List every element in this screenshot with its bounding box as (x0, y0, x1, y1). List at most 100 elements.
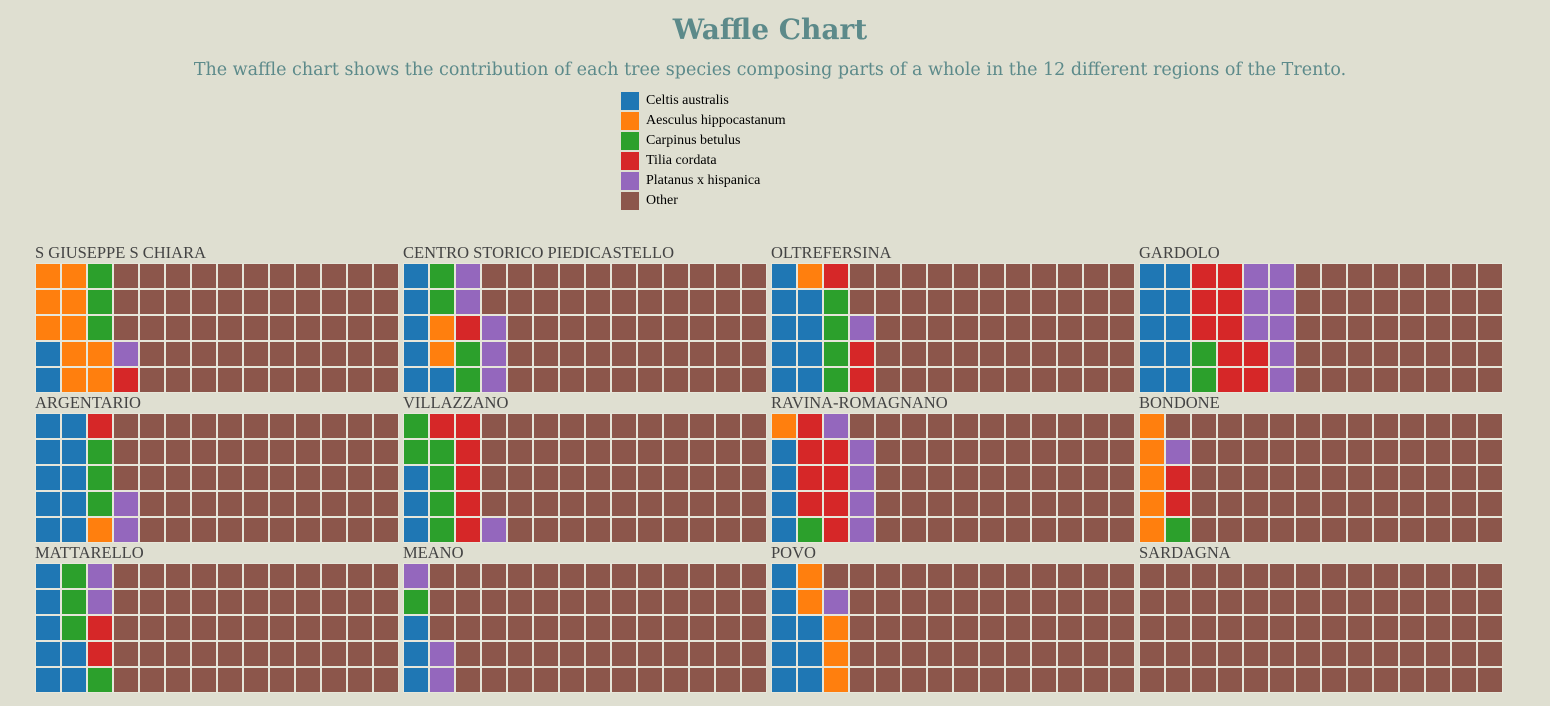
waffle-cell (1057, 315, 1083, 341)
waffle-cell (295, 517, 321, 543)
waffle-cell (559, 315, 585, 341)
waffle-cell (191, 491, 217, 517)
waffle-cell (559, 413, 585, 439)
waffle-cell (1295, 263, 1321, 289)
waffle-cell (1083, 589, 1109, 615)
waffle-cell (373, 341, 399, 367)
waffle-cell (295, 465, 321, 491)
waffle-cell (139, 465, 165, 491)
waffle-cell (663, 263, 689, 289)
waffle-cell (1083, 367, 1109, 393)
waffle-cell (771, 615, 797, 641)
waffle-cell (611, 615, 637, 641)
waffle-cell (1295, 341, 1321, 367)
waffle-cell (901, 491, 927, 517)
waffle-cell (715, 263, 741, 289)
waffle-cell (953, 263, 979, 289)
waffle-cell (113, 641, 139, 667)
waffle-cell (1477, 413, 1503, 439)
waffle-cell (611, 641, 637, 667)
waffle-grid (403, 263, 767, 393)
waffle-cell (403, 491, 429, 517)
waffle-cell (663, 491, 689, 517)
waffle-cell (901, 263, 927, 289)
waffle-cell (1083, 263, 1109, 289)
chart-title: Waffle Chart (672, 13, 868, 46)
waffle-cell (953, 641, 979, 667)
waffle-cell (243, 315, 269, 341)
waffle-cell (113, 517, 139, 543)
waffle-cell (481, 413, 507, 439)
waffle-cell (797, 517, 823, 543)
waffle-cell (1005, 667, 1031, 693)
waffle-cell (1269, 491, 1295, 517)
waffle-cell (1057, 563, 1083, 589)
waffle-cell (87, 315, 113, 341)
waffle-cell (1165, 263, 1191, 289)
waffle-cell (1373, 413, 1399, 439)
waffle-cell (35, 641, 61, 667)
waffle-cell (1425, 517, 1451, 543)
waffle-cell (849, 341, 875, 367)
waffle-cell (901, 439, 927, 465)
waffle-cell (875, 439, 901, 465)
waffle-cell (1425, 563, 1451, 589)
waffle-cell (875, 641, 901, 667)
waffle-cell (585, 367, 611, 393)
waffle-cell (1399, 315, 1425, 341)
waffle-cell (559, 517, 585, 543)
waffle-cell (1373, 289, 1399, 315)
waffle-cell (35, 589, 61, 615)
waffle-cell (243, 615, 269, 641)
waffle-cell (165, 491, 191, 517)
waffle-cell (849, 289, 875, 315)
waffle-cell (347, 289, 373, 315)
legend-label: Aesculus hippocastanum (646, 113, 786, 128)
waffle-cell (1139, 563, 1165, 589)
waffle-cell (191, 367, 217, 393)
waffle-cell (507, 289, 533, 315)
waffle-cell (1373, 367, 1399, 393)
waffle-cell (455, 517, 481, 543)
waffle-cell (637, 589, 663, 615)
waffle-cell (637, 413, 663, 439)
waffle-cell (1295, 517, 1321, 543)
waffle-cell (1217, 517, 1243, 543)
waffle-cell (1269, 341, 1295, 367)
waffle-cell (689, 465, 715, 491)
waffle-cell (1477, 563, 1503, 589)
waffle-cell (715, 491, 741, 517)
waffle-cell (165, 413, 191, 439)
waffle-cell (1217, 667, 1243, 693)
waffle-cell (1217, 589, 1243, 615)
waffle-cell (1031, 315, 1057, 341)
waffle-cell (611, 263, 637, 289)
waffle-panel: VILLAZZANO (403, 393, 767, 545)
waffle-cell (113, 615, 139, 641)
waffle-panel: SARDAGNA (1139, 543, 1503, 695)
waffle-cell (507, 315, 533, 341)
waffle-cell (1399, 491, 1425, 517)
waffle-cell (1109, 517, 1135, 543)
waffle-cell (1031, 641, 1057, 667)
waffle-cell (455, 289, 481, 315)
waffle-cell (1243, 667, 1269, 693)
waffle-cell (321, 563, 347, 589)
waffle-cell (1057, 517, 1083, 543)
waffle-cell (1321, 615, 1347, 641)
waffle-cell (1269, 465, 1295, 491)
waffle-cell (165, 667, 191, 693)
panel-title: GARDOLO (1139, 243, 1220, 262)
waffle-cell (403, 465, 429, 491)
waffle-cell (823, 491, 849, 517)
waffle-cell (953, 315, 979, 341)
waffle-cell (1347, 263, 1373, 289)
waffle-cell (979, 439, 1005, 465)
waffle-grid (1139, 413, 1503, 543)
waffle-cell (797, 315, 823, 341)
waffle-cell (269, 667, 295, 693)
waffle-cell (1295, 589, 1321, 615)
waffle-cell (875, 491, 901, 517)
waffle-cell (1347, 367, 1373, 393)
waffle-cell (1031, 517, 1057, 543)
